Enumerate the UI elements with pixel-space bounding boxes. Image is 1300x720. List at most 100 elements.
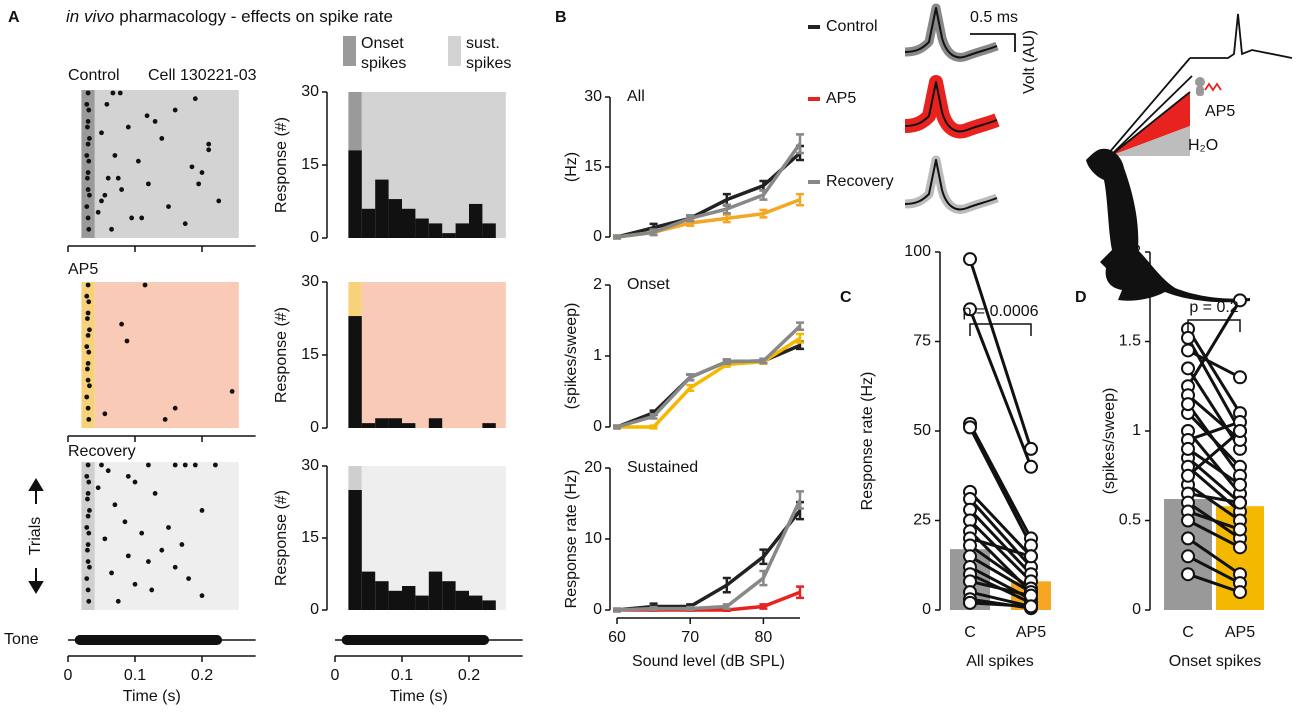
hist-bar xyxy=(402,423,416,428)
x-tick-label: 0.1 xyxy=(124,667,146,684)
spike xyxy=(109,570,114,576)
y-tick-label: 75 xyxy=(913,333,931,350)
category-label: C xyxy=(1182,624,1194,641)
y-tick-label: 50 xyxy=(913,422,931,439)
spike xyxy=(85,547,90,553)
pair-point xyxy=(1233,370,1247,385)
spike xyxy=(86,417,92,422)
significance-bracket xyxy=(969,323,1032,336)
scale-volt: Volt (AU) xyxy=(1021,30,1038,94)
pair-point xyxy=(1024,459,1038,474)
pair-line xyxy=(1187,492,1241,505)
pair-line xyxy=(1187,554,1241,585)
pair-point xyxy=(1024,599,1038,614)
legend-label: AP5 xyxy=(826,90,856,107)
pair-point xyxy=(1181,468,1195,483)
pair-line xyxy=(968,519,1033,583)
error-bar xyxy=(686,383,695,393)
pair-line xyxy=(969,555,1032,594)
spike xyxy=(104,101,110,107)
error-bar xyxy=(796,133,804,155)
spike xyxy=(99,462,104,468)
trials-label: Trials xyxy=(27,517,44,556)
error-bar xyxy=(613,424,621,430)
legend-label: spikes xyxy=(361,55,406,72)
y-tick-label: 15 xyxy=(301,346,319,363)
pair-point xyxy=(1181,531,1195,546)
window xyxy=(94,462,239,610)
tone xyxy=(74,635,223,645)
panel-letter: D xyxy=(1075,289,1087,306)
spike xyxy=(132,479,138,485)
spike xyxy=(166,525,171,530)
window xyxy=(94,90,239,238)
y-tick-label: 15 xyxy=(301,156,319,173)
spike xyxy=(115,598,121,604)
spike xyxy=(206,141,212,147)
spike xyxy=(199,508,205,513)
spike xyxy=(152,491,158,496)
y-tick-label: 10 xyxy=(584,530,602,547)
spike xyxy=(85,119,91,124)
error-bar xyxy=(759,357,768,365)
spike xyxy=(84,525,90,530)
raster-title: Control xyxy=(68,67,120,84)
pair-line xyxy=(968,426,1033,547)
spike xyxy=(149,587,155,593)
x-axis-label: All spikes xyxy=(966,653,1034,670)
y-tick-label: 0 xyxy=(310,229,319,246)
spike xyxy=(85,462,91,468)
spike xyxy=(182,221,188,227)
spike xyxy=(85,90,91,96)
error-bar xyxy=(722,203,731,215)
diagram-label: AP5 xyxy=(1205,103,1235,120)
pair-point xyxy=(1024,441,1038,456)
spike xyxy=(84,101,90,107)
pair-line xyxy=(1187,447,1241,486)
pair-line xyxy=(1187,349,1241,379)
error-bar xyxy=(722,358,731,366)
hist-bar xyxy=(361,423,376,428)
spike xyxy=(85,215,91,221)
x-tick-label: 0.2 xyxy=(458,667,480,684)
y-tick-label: 15 xyxy=(301,529,319,546)
figure-title: in vivo pharmacology - effects on spike r… xyxy=(66,7,393,26)
error-bar xyxy=(759,603,768,610)
x-axis-label: Onset spikes xyxy=(1169,653,1261,670)
spike xyxy=(85,587,91,593)
error-bar xyxy=(649,424,658,430)
x-axis-label: Sound level (dB SPL) xyxy=(632,653,785,670)
spike xyxy=(129,215,135,221)
spike xyxy=(86,530,92,536)
y-tick-label: 1 xyxy=(593,347,602,364)
panel-letter: A xyxy=(8,9,20,26)
hist-bar xyxy=(455,590,469,610)
diagram-label: H₂O xyxy=(1188,137,1218,154)
spike xyxy=(85,491,91,496)
window xyxy=(81,462,95,610)
error-bar xyxy=(722,576,731,594)
pair-line xyxy=(1187,510,1241,531)
pair-point xyxy=(1233,495,1247,510)
spike xyxy=(95,209,101,215)
error-bar xyxy=(796,490,804,510)
series-line xyxy=(616,509,802,612)
chart-title: Sustained xyxy=(627,459,698,476)
spike xyxy=(196,181,202,187)
spike xyxy=(105,468,111,474)
hist-bar xyxy=(469,595,483,610)
x-tick-label: 60 xyxy=(608,629,626,646)
hist-bar xyxy=(348,150,362,238)
pair-point xyxy=(1233,540,1247,555)
pair-point xyxy=(1181,441,1195,456)
y-axis-label: (spikes/sweep) xyxy=(1101,388,1118,495)
y-tick-label: 100 xyxy=(904,243,931,260)
spike xyxy=(84,293,90,299)
x-tick-label: 0 xyxy=(64,667,73,684)
spike xyxy=(84,576,90,581)
spike xyxy=(102,536,108,542)
title-rest: pharmacology - effects on spike rate xyxy=(119,7,393,26)
spike xyxy=(152,119,158,124)
spike xyxy=(87,508,92,513)
spike xyxy=(192,462,198,468)
